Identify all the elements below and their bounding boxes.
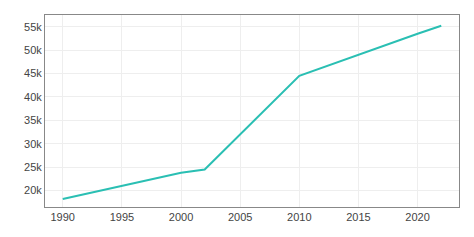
svg-text:35k: 35k <box>24 114 42 126</box>
svg-text:2005: 2005 <box>228 211 252 223</box>
svg-text:1995: 1995 <box>110 211 134 223</box>
svg-text:2010: 2010 <box>287 211 311 223</box>
svg-text:25k: 25k <box>24 161 42 173</box>
svg-text:45k: 45k <box>24 67 42 79</box>
svg-text:55k: 55k <box>24 21 42 33</box>
svg-text:50k: 50k <box>24 44 42 56</box>
svg-text:2020: 2020 <box>405 211 429 223</box>
svg-text:30k: 30k <box>24 138 42 150</box>
svg-text:20k: 20k <box>24 184 42 196</box>
svg-text:2015: 2015 <box>346 211 370 223</box>
svg-text:2000: 2000 <box>169 211 193 223</box>
svg-text:40k: 40k <box>24 91 42 103</box>
svg-text:1990: 1990 <box>50 211 74 223</box>
